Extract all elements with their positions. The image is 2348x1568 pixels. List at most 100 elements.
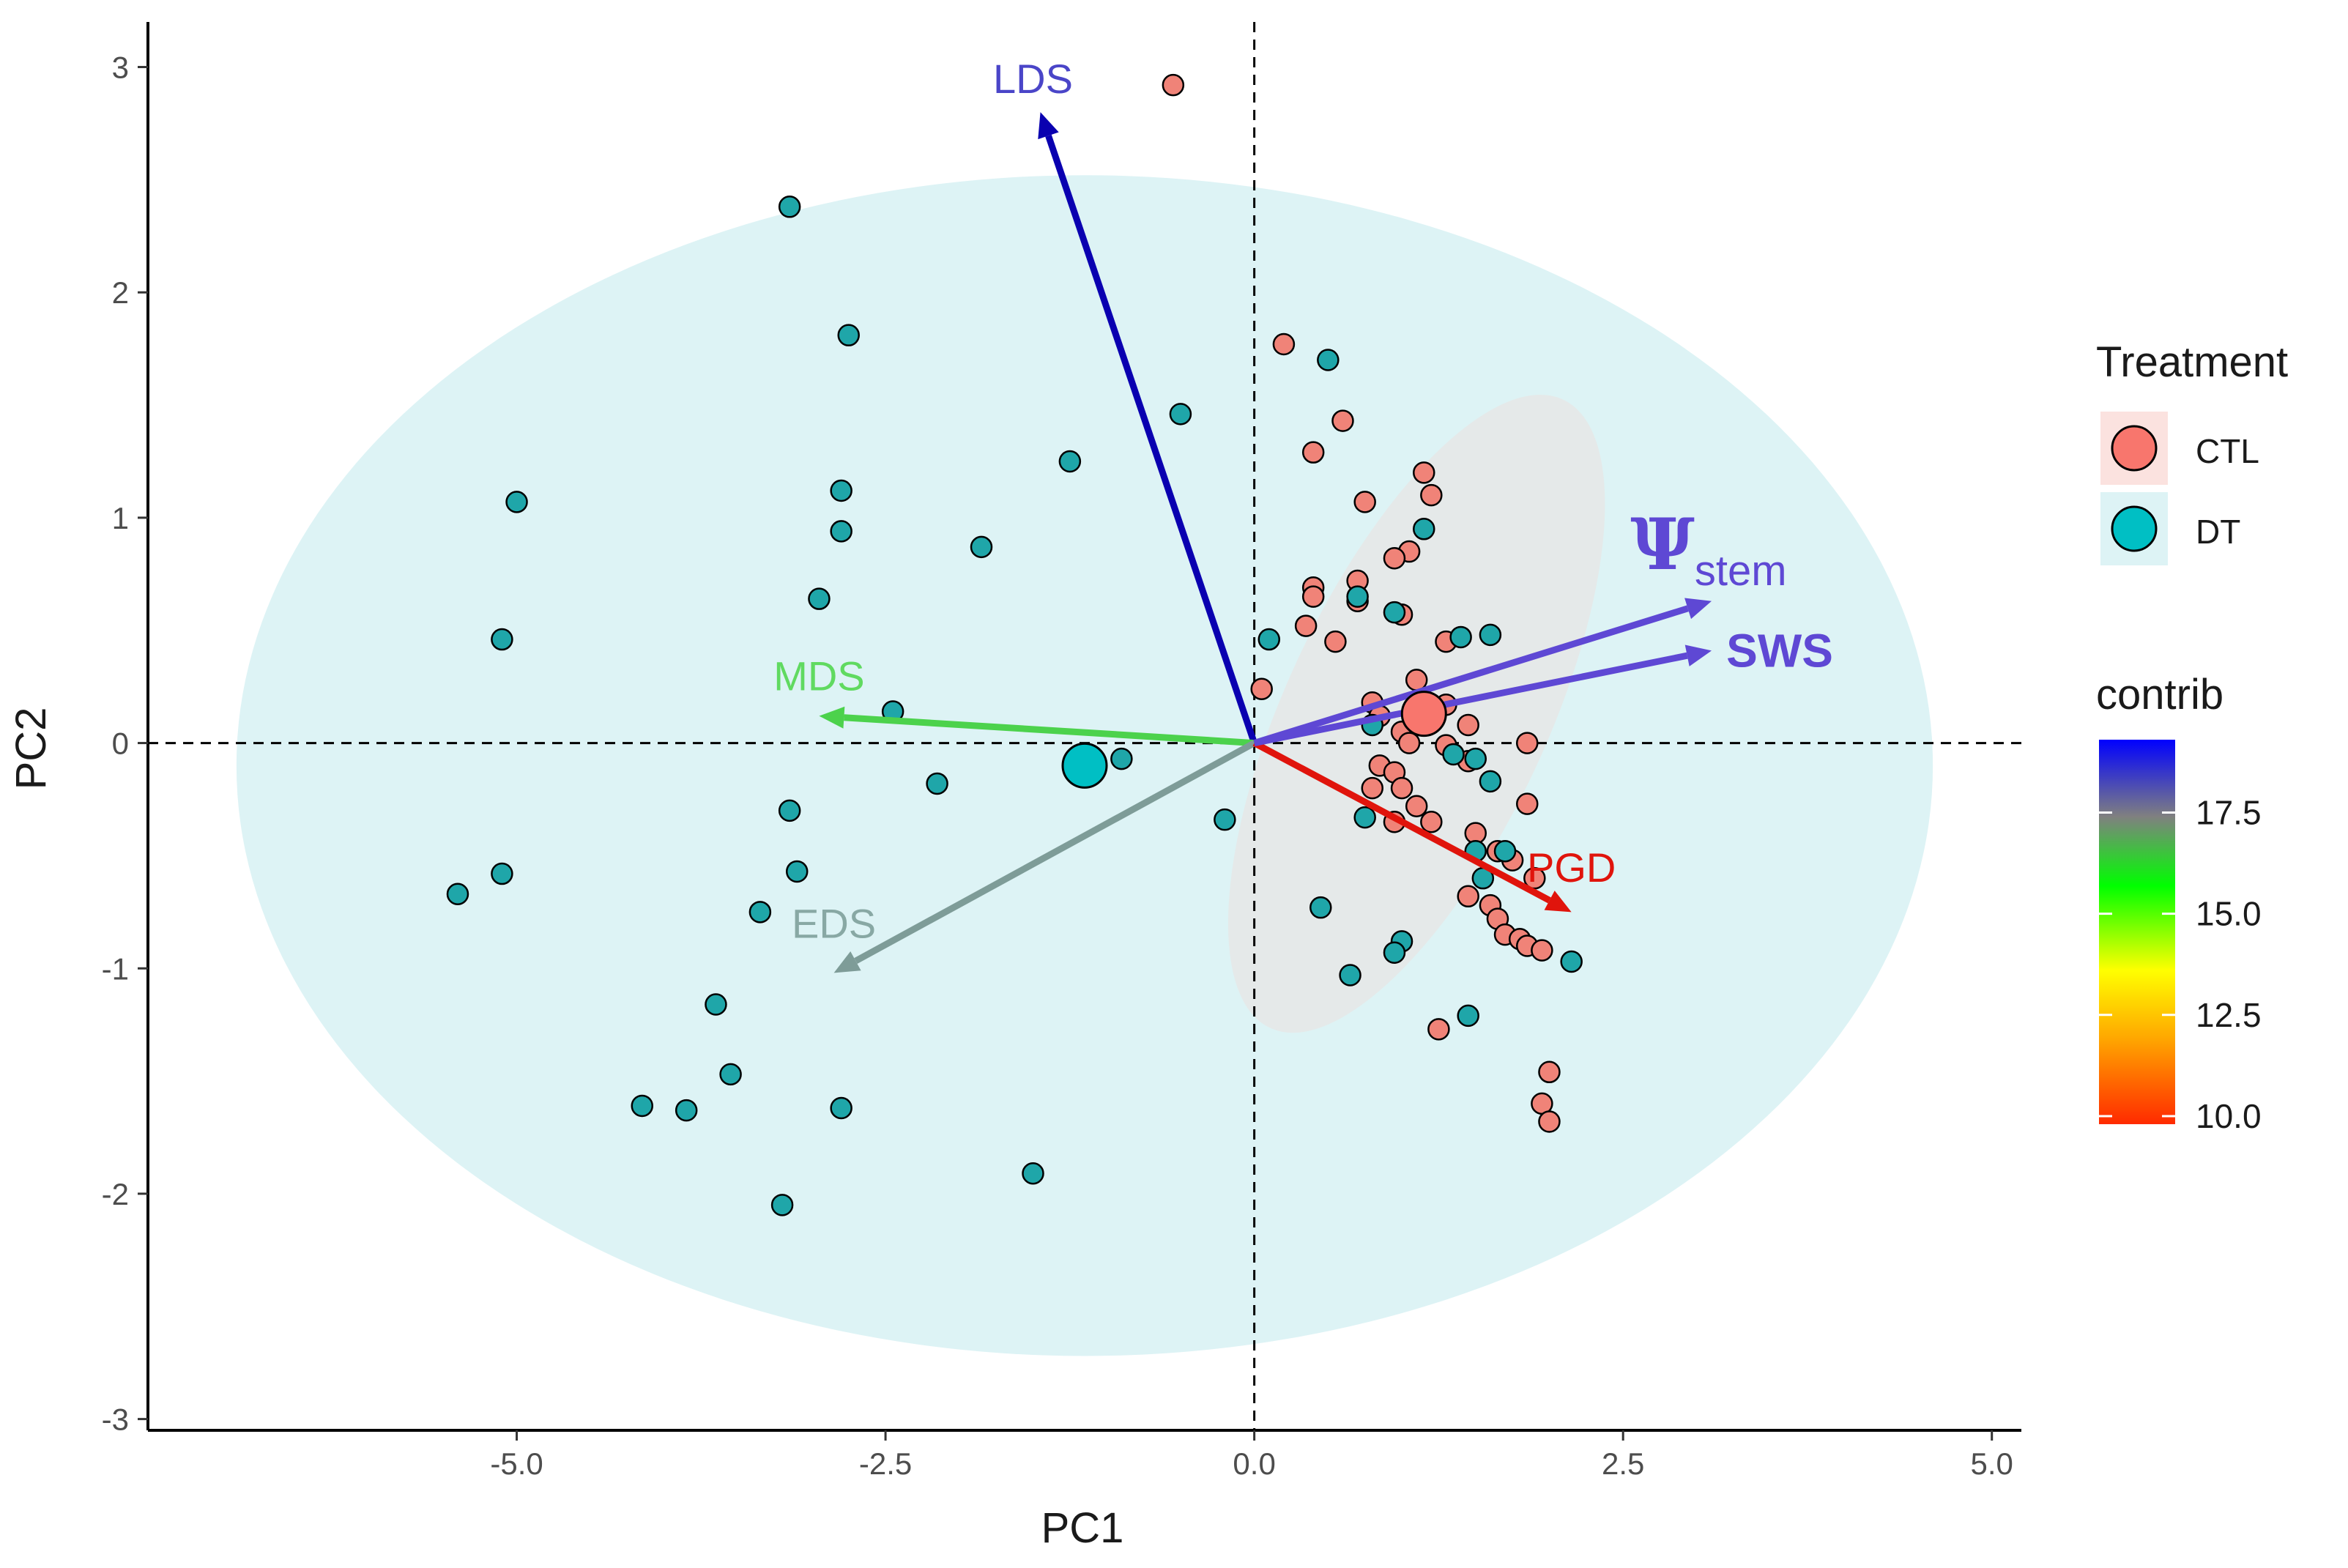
y-axis-title: PC2 [7,707,55,790]
point-ctl [1427,1018,1450,1041]
arrow-shaft-eds [854,740,1256,965]
point-ctl [1272,332,1296,356]
point-ctl [1397,732,1421,754]
point-dt [719,1063,742,1086]
point-ctl [1516,792,1539,815]
y-tick-label: -2 [102,1177,129,1211]
point-ctl [1324,630,1347,653]
variable-arrows [819,112,1712,973]
point-dt [1339,964,1361,986]
arrow-shaft-pgd [1252,740,1551,904]
point-ctl [1420,811,1443,833]
contrib-colorbar [2099,740,2175,1124]
centroid-dt [1061,742,1108,789]
point-ctl [1383,547,1406,570]
arrow-shaft-mds [844,714,1255,747]
point-ctl [1405,795,1428,817]
point-ctl [1538,1060,1561,1084]
x-tick-label: 2.5 [1602,1446,1644,1481]
point-dt [830,1096,852,1120]
centroid-ctl [1400,691,1447,737]
point-dt [491,862,513,885]
contrib-tick-label: 17.5 [2196,793,2262,831]
arrow-shaft-sws [1253,652,1688,746]
arrow-shaft-ψ [1253,605,1689,746]
y-tick-label: 3 [112,51,129,85]
y-tick-label: -3 [102,1402,129,1437]
point-dt [1346,585,1369,608]
point-ctl [1162,73,1185,97]
arrow-head-mds [819,706,845,729]
point-dt [770,1194,794,1216]
point-dt [808,587,831,610]
contrib-tick-label: 15.0 [2196,895,2262,933]
y-tick-label: 2 [112,275,129,310]
arrow-head-sws [1684,644,1712,666]
point-dt [1110,747,1133,770]
point-dt [1413,518,1435,540]
legend-treatment-title: Treatment [2096,338,2288,386]
point-dt [1353,806,1376,829]
point-dt [1383,601,1406,624]
point-dt [1257,628,1281,651]
point-dt [631,1094,653,1118]
arrow-head-lds [1038,112,1059,140]
point-dt [748,901,772,924]
point-dt [778,196,801,218]
point-dt [785,860,809,883]
point-dt [1479,623,1502,647]
point-dt [830,520,852,543]
arrow-head-ψ [1684,598,1712,620]
var-label-psi-stem: Ψstem [1630,503,1786,595]
point-dt [1442,743,1465,766]
point-dt [1479,770,1502,793]
y-tick-label: -1 [102,951,129,986]
point-ctl [1413,461,1435,484]
point-ctl [1538,1110,1561,1133]
point-dt [1383,941,1406,964]
point-ctl [1457,885,1479,908]
point-ctl [1531,939,1553,962]
var-label-mds: MDS [773,653,864,699]
point-dt [1214,808,1236,831]
point-dt [1058,450,1082,473]
point-dt [491,628,513,651]
psi-symbol: Ψ [1630,503,1695,586]
point-dt [446,883,469,905]
point-dt [1457,1004,1479,1028]
var-label-pgd: PGD [1527,844,1616,891]
point-dt [1317,349,1340,371]
arrow-head-eds [833,951,861,973]
x-tick-label: -5.0 [490,1446,543,1481]
x-tick-label: 5.0 [1971,1446,2013,1481]
point-ctl [1457,713,1479,737]
legend-dt-label: DT [2196,513,2240,551]
point-dt [1309,896,1332,919]
variable-labels: LDS MDS EDS PGD SWS Ψstem [773,56,1833,947]
point-ctl [1390,776,1413,800]
arrow-head-pgd [1544,891,1572,913]
point-dt [505,491,528,513]
point-ctl [1301,441,1325,464]
x-axis-title: PC1 [1041,1504,1124,1552]
point-ctl [1250,677,1273,700]
contrib-tick-label: 10.0 [2196,1097,2262,1135]
legend-contrib-title: contrib [2096,671,2223,718]
point-dt [837,324,860,346]
point-ctl [1516,732,1539,754]
point-ctl [1420,483,1443,507]
point-dt [970,535,993,559]
point-dt [1022,1162,1044,1185]
point-dt [778,799,801,822]
psi-subscript: stem [1695,547,1787,595]
legend-ctl-label: CTL [2196,432,2259,470]
arrow-shaft-lds [1045,134,1257,745]
point-ctl [1301,585,1325,608]
contrib-tick-label: 12.5 [2196,996,2262,1034]
contrib-colorbar-ticks: 10.0 12.5 15.0 17.5 [2099,793,2262,1135]
var-label-sws: SWS [1726,624,1833,677]
var-label-lds: LDS [993,56,1073,102]
point-ctl [1294,614,1318,637]
legend-treatment: Treatment CTL DT [2096,338,2288,565]
